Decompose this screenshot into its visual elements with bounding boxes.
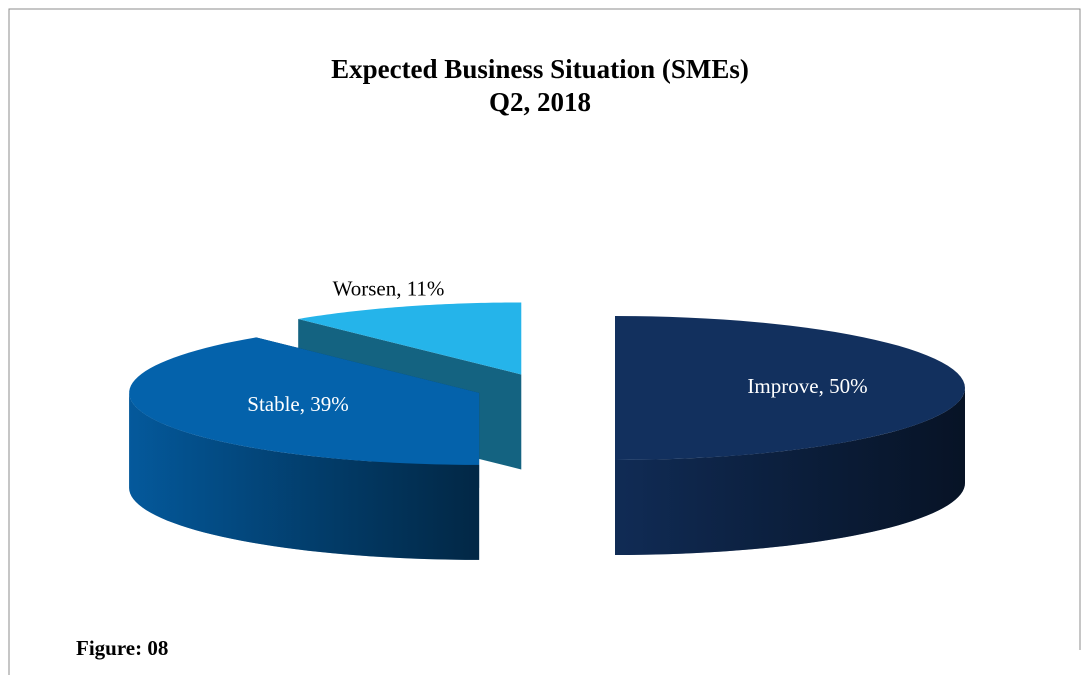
slice-side-shade [615,388,965,555]
slice-top [615,316,965,460]
slice [615,316,965,555]
chart-title: Expected Business Situation (SMEs) [331,54,749,84]
data-label: Worsen, 11% [333,276,445,300]
frame [8,8,1081,675]
slice [129,337,480,560]
data-label: Improve, 50% [747,374,867,398]
data-label: Stable, 39% [247,392,348,416]
slice-top [298,302,522,375]
pie: Improve, 50% Stable, 39% Worsen, 11% [129,276,965,560]
caption: Figure: 08 [76,636,168,660]
slice-top [129,337,480,465]
chart-subtitle: Q2, 2018 [489,87,591,117]
slice-side-shade [129,392,480,560]
